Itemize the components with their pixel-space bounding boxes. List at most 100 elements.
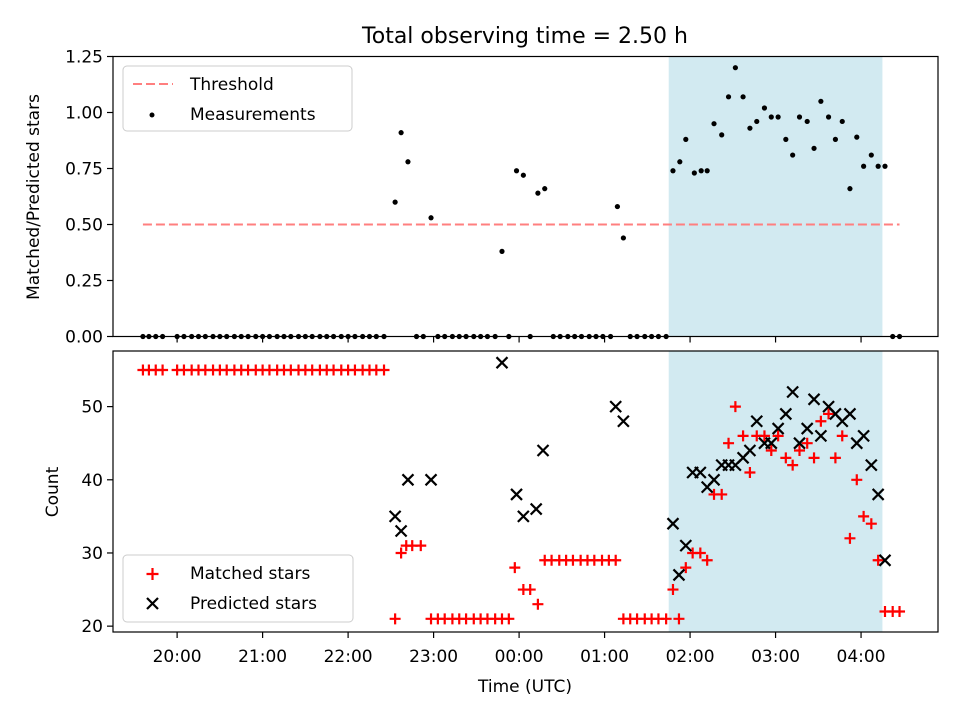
count-observing-span bbox=[668, 351, 883, 632]
predicted-star-point bbox=[529, 502, 543, 516]
matched-star-point bbox=[389, 613, 401, 625]
measurement-point bbox=[499, 248, 505, 254]
measurement-point bbox=[542, 186, 548, 192]
measurement-point bbox=[704, 168, 710, 174]
measurement-point bbox=[811, 145, 817, 151]
measurement-point bbox=[868, 152, 874, 158]
measurement-point bbox=[392, 199, 398, 205]
predicted-star-point bbox=[666, 517, 680, 530]
measurement-point bbox=[804, 118, 810, 125]
matched-star-point bbox=[701, 554, 713, 566]
legend-predicted-label: Predicted stars bbox=[190, 594, 317, 614]
ratio-axes-frame bbox=[112, 55, 939, 338]
measurement-point bbox=[670, 168, 676, 174]
predicted-star-point bbox=[786, 385, 799, 399]
predicted-star-points bbox=[388, 356, 892, 582]
matched-star-point bbox=[829, 452, 841, 464]
count-x-ticks: 20:00 21:00 22:00 23:00 00:00 01:00 02:00 03:00… bbox=[153, 632, 886, 667]
matched-star-point bbox=[680, 562, 692, 574]
measurement-point bbox=[677, 159, 683, 165]
matched-star-point bbox=[858, 510, 870, 522]
predicted-star-point bbox=[743, 444, 757, 457]
matched-star-points bbox=[137, 364, 906, 625]
ratio-y-tick-label: 0.50 bbox=[65, 216, 103, 236]
matched-star-point bbox=[872, 554, 884, 566]
ratio-y-tick-label: 1.00 bbox=[65, 104, 103, 124]
matched-star-point bbox=[509, 562, 521, 574]
matched-star-point bbox=[729, 401, 741, 413]
count-panel: 20 30 40 50 20:00 21:00 22:00 23:00 00:00 01:00 0… bbox=[43, 350, 939, 697]
matched-star-point bbox=[723, 437, 735, 449]
predicted-star-point bbox=[388, 510, 402, 523]
matched-star-point bbox=[808, 452, 820, 464]
matched-star-point bbox=[865, 518, 877, 530]
predicted-star-point bbox=[510, 488, 523, 501]
matched-star-point bbox=[780, 452, 792, 464]
predicted-star-point bbox=[424, 473, 438, 487]
predicted-star-point bbox=[878, 554, 892, 567]
predicted-star-point bbox=[843, 407, 857, 421]
matched-star-point bbox=[694, 547, 706, 559]
matched-star-point bbox=[772, 430, 784, 442]
measurement-point bbox=[513, 168, 520, 174]
measurement-point bbox=[747, 125, 753, 131]
measurement-point bbox=[683, 136, 689, 142]
measurement-point bbox=[428, 215, 434, 221]
measurement-point bbox=[761, 105, 768, 111]
ratio-y-tick-label: 0.25 bbox=[65, 272, 103, 292]
measurement-point bbox=[768, 114, 774, 120]
ratio-y-axis-label: Matched/Predicted stars bbox=[24, 94, 44, 300]
count-y-ticks: 20 30 40 50 bbox=[81, 398, 113, 637]
count-legend-box bbox=[122, 554, 354, 623]
x-tick-label: 20:00 bbox=[153, 647, 202, 667]
x-tick-label: 00:00 bbox=[495, 647, 544, 667]
predicted-star-point bbox=[814, 429, 828, 443]
measurement-point bbox=[535, 190, 541, 196]
predicted-star-point bbox=[495, 356, 509, 369]
x-tick-label: 04:00 bbox=[837, 647, 886, 667]
legend-matched-label: Matched stars bbox=[190, 564, 310, 584]
count-y-tick-label: 50 bbox=[81, 398, 103, 418]
measurement-point bbox=[732, 65, 738, 71]
matched-star-point bbox=[737, 430, 749, 442]
matched-star-point bbox=[787, 459, 799, 471]
matched-star-point bbox=[667, 584, 679, 596]
ratio-y-tick-label: 0.00 bbox=[65, 328, 103, 348]
x-tick-label: 22:00 bbox=[324, 647, 373, 667]
matched-star-point bbox=[844, 532, 856, 544]
measurement-point bbox=[847, 186, 853, 192]
ratio-legend: Threshold Measurements bbox=[122, 65, 353, 132]
predicted-star-point bbox=[672, 568, 686, 582]
matched-star-point bbox=[415, 540, 427, 552]
predicted-star-point bbox=[694, 466, 707, 479]
ratio-panel: 0.00 0.25 0.50 0.75 1.00 1.25 Matched/Predict… bbox=[24, 48, 939, 348]
matched-star-point bbox=[378, 364, 390, 376]
ratio-y-tick-label: 0.75 bbox=[65, 160, 103, 180]
x-axis-label: Time (UTC) bbox=[477, 677, 572, 697]
predicted-star-point bbox=[800, 422, 814, 435]
matched-star-point bbox=[894, 606, 906, 618]
measurement-point bbox=[882, 163, 888, 169]
predicted-star-point bbox=[779, 407, 793, 421]
measurement-point bbox=[796, 114, 803, 120]
x-tick-label: 03:00 bbox=[751, 647, 800, 667]
predicted-star-point bbox=[871, 488, 885, 501]
predicted-star-point bbox=[771, 422, 785, 435]
matched-star-point bbox=[851, 474, 863, 486]
ratio-x-ticks bbox=[176, 336, 862, 343]
count-axes-frame bbox=[112, 350, 939, 633]
legend-measurement-label: Measurements bbox=[190, 105, 316, 125]
matched-star-point bbox=[758, 430, 770, 442]
count-y-tick-label: 30 bbox=[81, 544, 103, 564]
count-y-tick-label: 20 bbox=[81, 617, 103, 637]
matched-star-point bbox=[744, 466, 756, 478]
predicted-star-point bbox=[536, 444, 550, 457]
count-y-axis-label: Count bbox=[43, 466, 63, 517]
ratio-legend-box bbox=[122, 65, 353, 132]
matched-star-point bbox=[765, 445, 777, 457]
ratio-y-ticks: 0.00 0.25 0.50 0.75 1.00 1.25 bbox=[65, 48, 113, 348]
matched-star-point bbox=[836, 430, 848, 442]
measurement-point bbox=[405, 159, 411, 165]
predicted-star-point bbox=[617, 414, 630, 428]
